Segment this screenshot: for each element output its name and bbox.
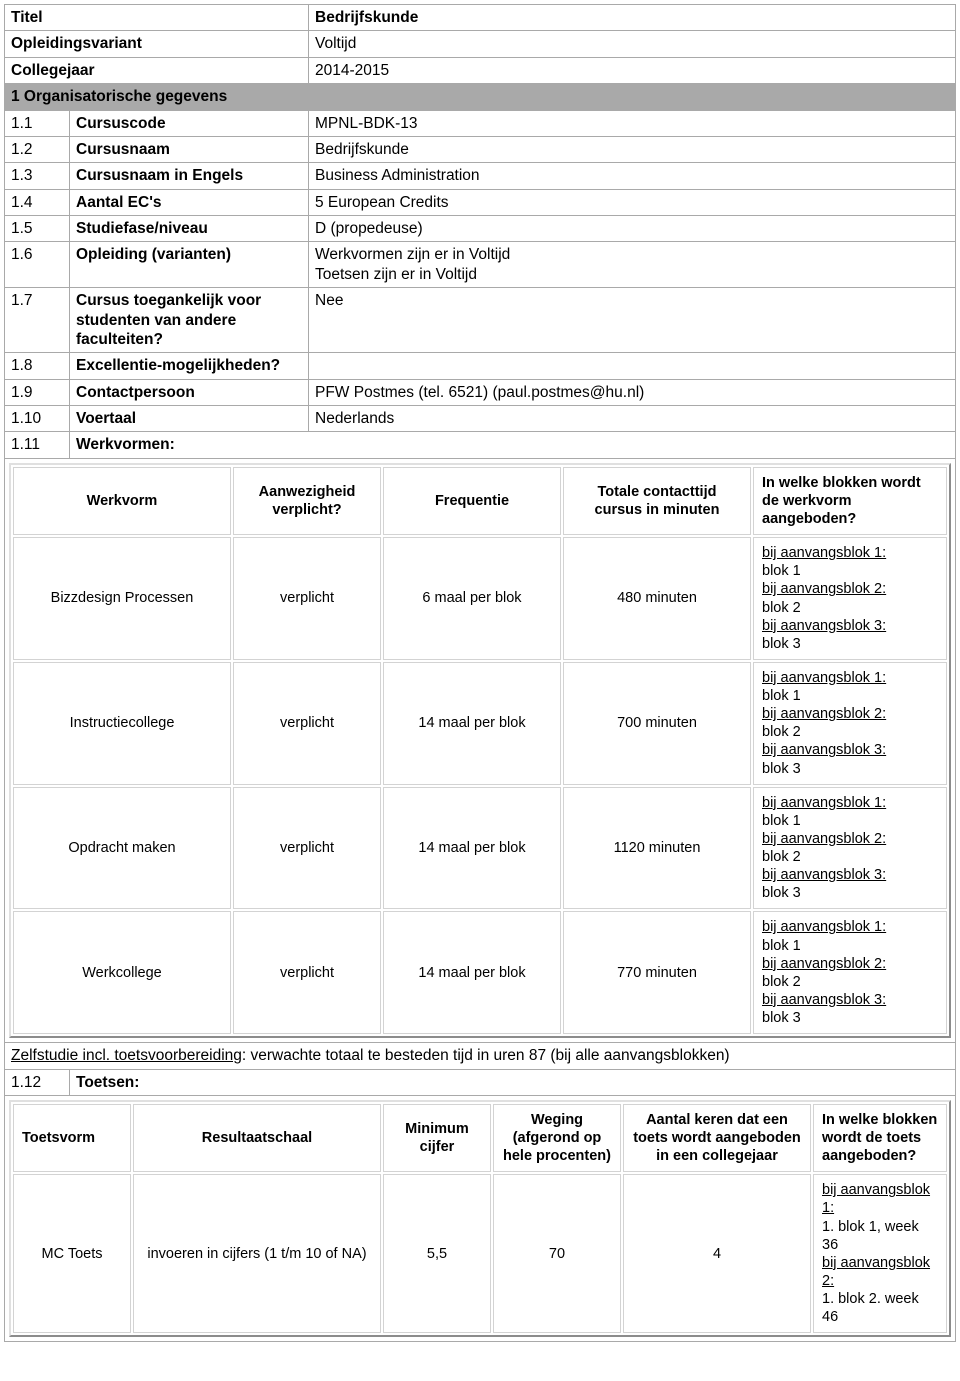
- wk-row-1-name: Instructiecollege: [13, 662, 231, 785]
- row-1.4-n: 1.4: [5, 189, 70, 215]
- row-1.10-label: Voertaal: [70, 406, 309, 432]
- titel-value: Bedrijfskunde: [309, 5, 956, 31]
- selfstudy-rest: : verwachte totaal te besteden tijd in u…: [242, 1047, 730, 1064]
- wk-row-2-name: Opdracht maken: [13, 787, 231, 910]
- row-1.7-value: Nee: [309, 288, 956, 353]
- document-page: Titel Bedrijfskunde Opleidingsvariant Vo…: [0, 0, 960, 1346]
- row-1.6-n: 1.6: [5, 242, 70, 288]
- wk-row-1-mins: 700 minuten: [563, 662, 751, 785]
- section-1-title: 1 Organisatorische gegevens: [5, 84, 956, 110]
- tt-row-0-blokken: bij aanvangsblok 1:1. blok 1, week 36bij…: [813, 1174, 947, 1333]
- row-1.8-n: 1.8: [5, 353, 70, 379]
- wk-row-3-mins: 770 minuten: [563, 911, 751, 1034]
- opleidingsvariant-label: Opleidingsvariant: [5, 31, 309, 57]
- collegejaar-value: 2014-2015: [309, 57, 956, 83]
- row-1.3-value: Business Administration: [309, 163, 956, 189]
- row-1.2-value: Bedrijfskunde: [309, 136, 956, 162]
- tt-row-0-schaal: invoeren in cijfers (1 t/m 10 of NA): [133, 1174, 381, 1333]
- wk-col-blokken: In welke blokken wordt de werkvorm aange…: [753, 467, 947, 535]
- table-row: MC Toets invoeren in cijfers (1 t/m 10 o…: [13, 1174, 947, 1333]
- werkvormen-table: Werkvorm Aanwezigheid verplicht? Frequen…: [9, 463, 951, 1038]
- wk-row-3-freq: 14 maal per blok: [383, 911, 561, 1034]
- row-1.2-n: 1.2: [5, 136, 70, 162]
- row-1.10-n: 1.10: [5, 406, 70, 432]
- wk-col-frequentie: Frequentie: [383, 467, 561, 535]
- row-1.9-value: PFW Postmes (tel. 6521) (paul.postmes@hu…: [309, 379, 956, 405]
- opleidingsvariant-value: Voltijd: [309, 31, 956, 57]
- row-1.3-n: 1.3: [5, 163, 70, 189]
- row-1.1-label: Cursuscode: [70, 110, 309, 136]
- row-1.2-label: Cursusnaam: [70, 136, 309, 162]
- selfstudy-line: Zelfstudie incl. toetsvoorbereiding: ver…: [5, 1043, 956, 1069]
- tt-row-0-weging: 70: [493, 1174, 621, 1333]
- table-row: Opdracht maken verplicht 14 maal per blo…: [13, 787, 947, 910]
- wk-row-0-blokken: bij aanvangsblok 1:blok 1bij aanvangsblo…: [753, 537, 947, 660]
- tt-col-weging: Weging (afgerond op hele procenten): [493, 1104, 621, 1172]
- row-1.11-label: Werkvormen:: [70, 432, 956, 458]
- row-1.9-label: Contactpersoon: [70, 379, 309, 405]
- row-1.9-n: 1.9: [5, 379, 70, 405]
- wk-row-2-freq: 14 maal per blok: [383, 787, 561, 910]
- row-1.5-label: Studiefase/niveau: [70, 216, 309, 242]
- row-1.12-label: Toetsen:: [70, 1069, 956, 1095]
- tt-col-blokken: In welke blokken wordt de toets aangebod…: [813, 1104, 947, 1172]
- row-1.6-label: Opleiding (varianten): [70, 242, 309, 288]
- tt-col-minimum: Minimum cijfer: [383, 1104, 491, 1172]
- tt-row-0-vorm: MC Toets: [13, 1174, 131, 1333]
- wk-row-2-mins: 1120 minuten: [563, 787, 751, 910]
- wk-row-0-freq: 6 maal per blok: [383, 537, 561, 660]
- wk-row-3-mand: verplicht: [233, 911, 381, 1034]
- course-table: Titel Bedrijfskunde Opleidingsvariant Vo…: [4, 4, 956, 1342]
- row-1.7-label: Cursus toegankelijk voor studenten van a…: [70, 288, 309, 353]
- row-1.11-n: 1.11: [5, 432, 70, 458]
- toetsen-table: Toetsvorm Resultaatschaal Minimum cijfer…: [9, 1100, 951, 1337]
- table-row: Bizzdesign Processen verplicht 6 maal pe…: [13, 537, 947, 660]
- wk-col-aanwezigheid: Aanwezigheid verplicht?: [233, 467, 381, 535]
- wk-row-3-name: Werkcollege: [13, 911, 231, 1034]
- row-1.12-n: 1.12: [5, 1069, 70, 1095]
- wk-row-0-mand: verplicht: [233, 537, 381, 660]
- tt-row-0-min: 5,5: [383, 1174, 491, 1333]
- row-1.8-value: [309, 353, 956, 379]
- tt-row-0-keren: 4: [623, 1174, 811, 1333]
- collegejaar-label: Collegejaar: [5, 57, 309, 83]
- tt-col-toetsvorm: Toetsvorm: [13, 1104, 131, 1172]
- row-1.4-value: 5 European Credits: [309, 189, 956, 215]
- wk-row-2-blokken: bij aanvangsblok 1:blok 1bij aanvangsblo…: [753, 787, 947, 910]
- table-row: Werkcollege verplicht 14 maal per blok 7…: [13, 911, 947, 1034]
- wk-row-1-freq: 14 maal per blok: [383, 662, 561, 785]
- row-1.1-n: 1.1: [5, 110, 70, 136]
- row-1.5-n: 1.5: [5, 216, 70, 242]
- row-1.8-label: Excellentie-mogelijkheden?: [70, 353, 309, 379]
- tt-col-aantal: Aantal keren dat een toets wordt aangebo…: [623, 1104, 811, 1172]
- wk-row-0-name: Bizzdesign Processen: [13, 537, 231, 660]
- wk-col-werkvorm: Werkvorm: [13, 467, 231, 535]
- titel-label: Titel: [5, 5, 309, 31]
- row-1.5-value: D (propedeuse): [309, 216, 956, 242]
- row-1.3-label: Cursusnaam in Engels: [70, 163, 309, 189]
- tt-col-resultaatschaal: Resultaatschaal: [133, 1104, 381, 1172]
- row-1.6-value: Werkvormen zijn er in VoltijdToetsen zij…: [309, 242, 956, 288]
- row-1.4-label: Aantal EC's: [70, 189, 309, 215]
- table-row: Instructiecollege verplicht 14 maal per …: [13, 662, 947, 785]
- row-1.7-n: 1.7: [5, 288, 70, 353]
- selfstudy-label: Zelfstudie incl. toetsvoorbereiding: [11, 1047, 242, 1064]
- wk-row-2-mand: verplicht: [233, 787, 381, 910]
- wk-row-0-mins: 480 minuten: [563, 537, 751, 660]
- wk-row-3-blokken: bij aanvangsblok 1:blok 1bij aanvangsblo…: [753, 911, 947, 1034]
- wk-row-1-blokken: bij aanvangsblok 1:blok 1bij aanvangsblo…: [753, 662, 947, 785]
- row-1.10-value: Nederlands: [309, 406, 956, 432]
- wk-row-1-mand: verplicht: [233, 662, 381, 785]
- wk-col-contacttijd: Totale contacttijd cursus in minuten: [563, 467, 751, 535]
- row-1.1-value: MPNL-BDK-13: [309, 110, 956, 136]
